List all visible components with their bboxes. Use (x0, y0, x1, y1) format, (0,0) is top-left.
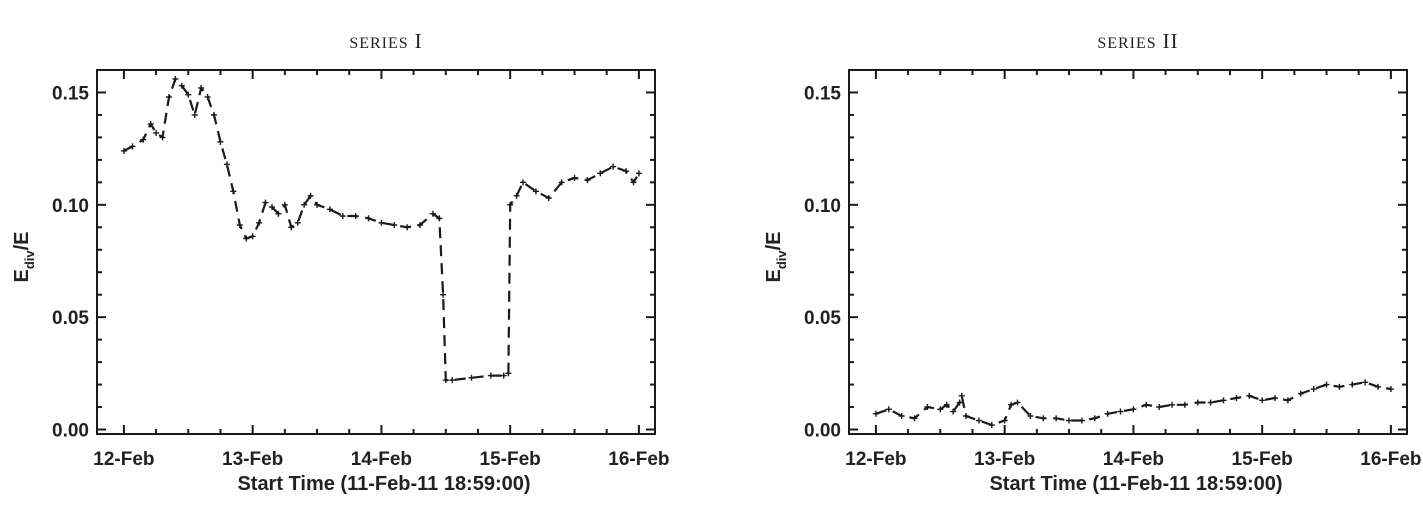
chart-title: SERIES II (1097, 29, 1178, 53)
x-tick-label: 14-Feb (1103, 449, 1164, 470)
chart-series-1: SERIES I 0.00 0.05 0.10 0.15 12-Feb 13-Feb 14-Fe… (11, 29, 670, 495)
y-tick-label: 0.10 (804, 196, 841, 217)
x-tick-label: 16-Feb (1360, 449, 1421, 470)
x-tick-label: 12-Feb (93, 449, 154, 470)
y-tick-label: 0.00 (804, 421, 841, 442)
y-axis-label: Ediv/E (763, 231, 789, 282)
x-tick-label: 13-Feb (974, 449, 1035, 470)
x-tick-label: 15-Feb (1232, 449, 1293, 470)
y-tick-label: 0.00 (52, 421, 89, 442)
x-tick-label: 14-Feb (351, 449, 412, 470)
x-tick-label: 13-Feb (222, 449, 283, 470)
y-tick-label: 0.05 (52, 308, 89, 329)
chart-title: SERIES I (349, 29, 422, 53)
x-tick-label: 15-Feb (480, 449, 541, 470)
series-line (123, 76, 640, 382)
x-axis-label: Start Time (11-Feb-11 18:59:00) (237, 473, 530, 495)
y-tick-label: 0.05 (804, 308, 841, 329)
y-tick-label: 0.15 (804, 83, 841, 104)
x-tick-label: 12-Feb (845, 449, 906, 470)
chart-series-2: SERIES II 0.00 0.05 0.10 0.15 12-Feb 13-Feb 14-F… (763, 29, 1422, 495)
y-tick-label: 0.10 (52, 196, 89, 217)
x-tick-label: 16-Feb (608, 449, 669, 470)
y-axis-label: Ediv/E (11, 231, 37, 282)
y-tick-label: 0.15 (52, 83, 89, 104)
x-axis-label: Start Time (11-Feb-11 18:59:00) (989, 473, 1282, 495)
plot-frame (96, 69, 656, 435)
plot-frame (848, 69, 1408, 435)
